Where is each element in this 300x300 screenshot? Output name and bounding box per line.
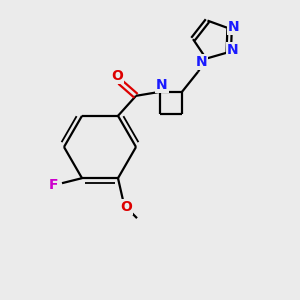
Text: N: N <box>156 78 168 92</box>
Text: O: O <box>120 200 132 214</box>
Text: N: N <box>228 20 239 34</box>
Text: N: N <box>227 43 239 57</box>
Text: N: N <box>195 55 207 69</box>
Text: O: O <box>111 69 123 83</box>
Text: F: F <box>49 178 59 192</box>
